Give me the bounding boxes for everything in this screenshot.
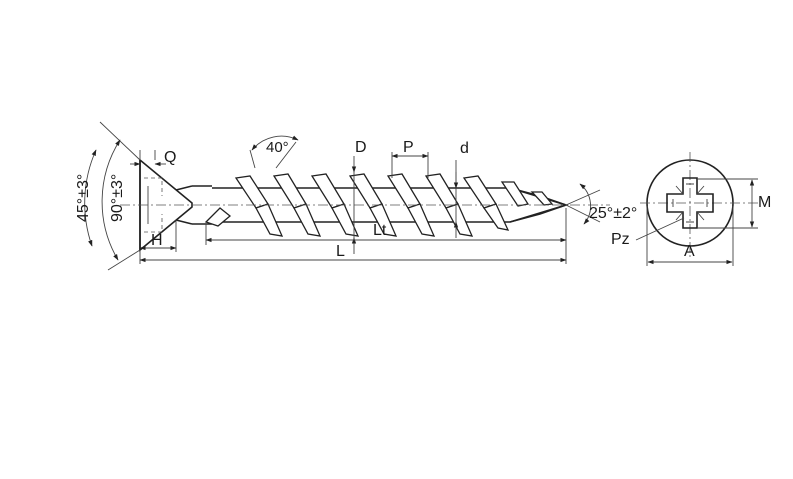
screw-end-view: Pz M A bbox=[611, 152, 771, 266]
d-major-label: D bbox=[355, 139, 367, 156]
screw-threads bbox=[204, 173, 554, 237]
screw-shank bbox=[192, 185, 212, 225]
m-label: M bbox=[758, 194, 771, 211]
angle-40-label: 40° bbox=[266, 139, 289, 156]
dimension-L: L bbox=[139, 243, 567, 264]
dimension-d: d bbox=[453, 140, 469, 238]
dimension-thread-angle: 40° bbox=[249, 135, 299, 169]
dimension-point-angle: 25°±2° bbox=[565, 183, 637, 225]
lt-label: Lt bbox=[373, 222, 387, 239]
dimension-H: H bbox=[139, 220, 177, 252]
l-label: L bbox=[336, 243, 345, 260]
p-label: P bbox=[403, 139, 414, 156]
dimension-Lt: Lt bbox=[205, 208, 567, 245]
angle-25-label: 25°±2° bbox=[589, 205, 637, 222]
pz-label: Pz bbox=[611, 231, 630, 248]
angle-90-label: 90°±3° bbox=[109, 174, 126, 222]
screw-side-view bbox=[120, 159, 610, 252]
d-minor-label: d bbox=[460, 140, 469, 157]
dimension-Q: Q bbox=[130, 149, 176, 167]
q-label: Q bbox=[164, 149, 176, 166]
dimension-P: P bbox=[391, 139, 429, 178]
angle-45-label: 45°±3° bbox=[75, 174, 92, 222]
a-label: A bbox=[684, 243, 695, 260]
head-angle-dimensions: 90°±3° 45°±3° bbox=[75, 121, 141, 271]
h-label: H bbox=[151, 232, 163, 249]
